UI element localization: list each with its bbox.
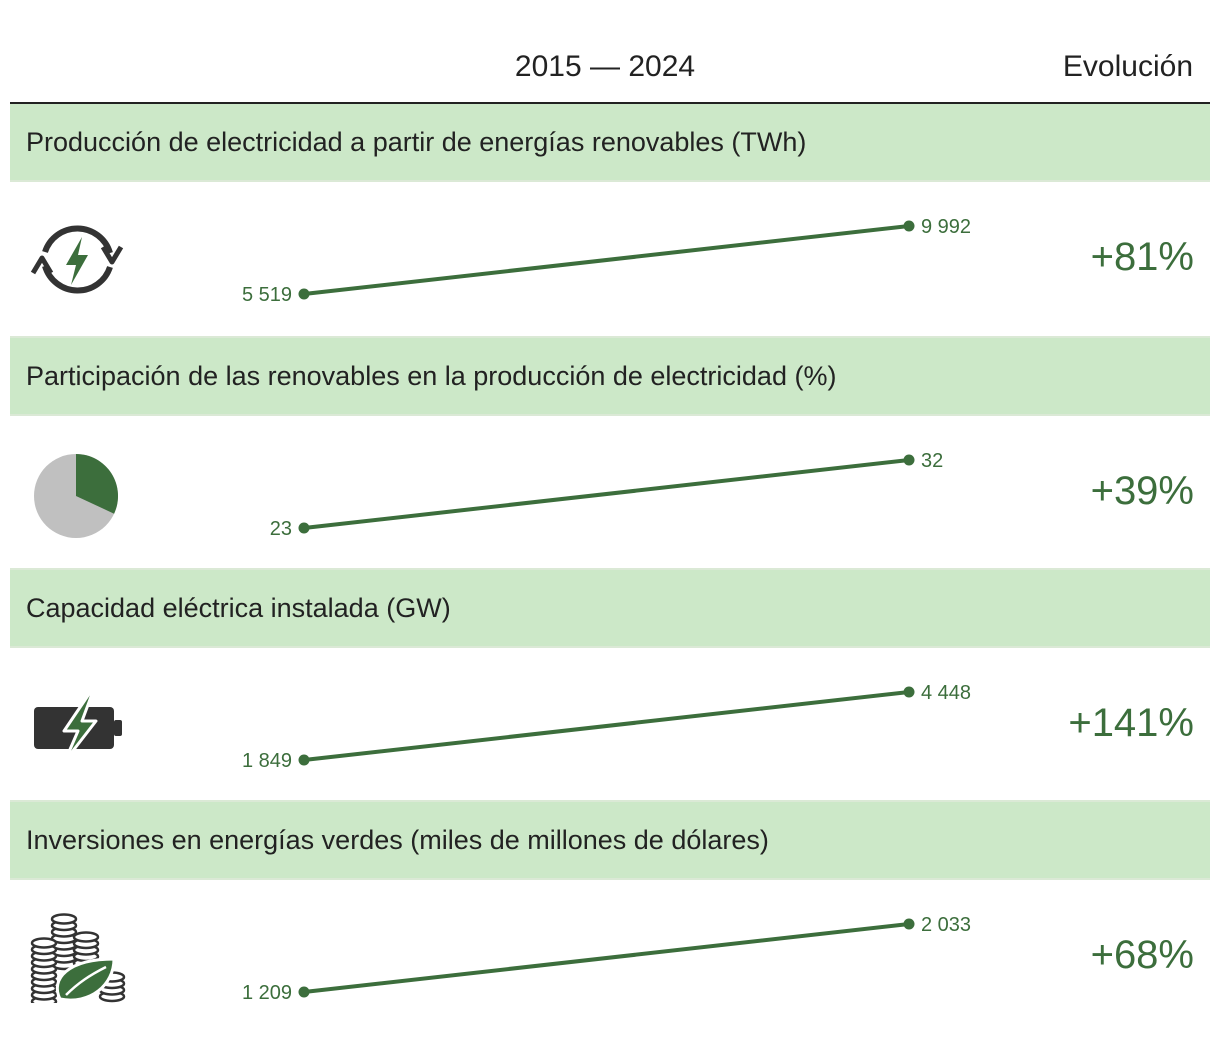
header-period: 2015 — 2024 [514,50,696,83]
coins-leaf-icon [30,913,126,1003]
point-2015 [298,522,310,534]
evolution-percent: +39% [1090,469,1194,513]
point-2024 [903,454,915,466]
sparkline: 1 209 2 033 [242,914,971,1004]
data-label-2015: 1 849 [242,750,292,772]
panel-row: 23 32 +39% [10,416,1210,570]
series-line [302,458,911,530]
series-line [302,224,911,296]
coin [72,931,100,943]
row-divider [10,336,1210,338]
panel-title-band: Inversiones en energías verdes (miles de… [10,802,1210,880]
data-label-2015: 5 519 [242,284,292,306]
data-label-2015: 1 209 [242,982,292,1004]
point-2024 [903,686,915,698]
panel-row: 1 209 2 033 +68% [10,880,1210,1034]
header-evolution: Evolución [1062,50,1193,83]
panel-row: 1 849 4 448 +141% [10,648,1210,802]
evolution-percent: +81% [1090,235,1194,279]
evolution-percent: +141% [1068,701,1194,745]
row-divider [10,568,1210,570]
panel-title-band: Producción de electricidad a partir de e… [10,104,1210,182]
coin [50,913,78,925]
panel-title-band: Participación de las renovables en la pr… [10,338,1210,416]
header-rule [10,102,1210,104]
point-2015 [298,986,310,998]
point-2024 [903,918,915,930]
row-divider [10,800,1210,802]
evolution-percent: +68% [1090,933,1194,977]
renewable-cycle-bolt-icon [30,225,124,294]
data-label-2024: 4 448 [921,682,971,704]
pie-share-icon [34,454,119,538]
battery-bolt-icon [34,692,122,763]
point-2015 [298,288,310,300]
panel-title: Participación de las renovables en la pr… [26,361,837,391]
data-label-2015: 23 [270,518,292,540]
sparkline: 5 519 9 992 [242,216,971,306]
point-2015 [298,754,310,766]
series-line [302,922,911,994]
sparkline: 1 849 4 448 [242,682,971,772]
panel-title: Inversiones en energías verdes (miles de… [26,825,769,855]
sparkline: 23 32 [270,450,944,540]
data-label-2024: 2 033 [921,914,971,936]
data-label-2024: 9 992 [921,216,971,238]
series-line [302,690,911,762]
panel-title: Capacidad eléctrica instalada (GW) [26,593,451,623]
point-2024 [903,220,915,232]
panel-title: Producción de electricidad a partir de e… [26,127,807,157]
data-label-2024: 32 [921,450,943,472]
panel-row: 5 519 9 992 +81% [10,182,1210,336]
coin [30,937,58,949]
panel-title-band: Capacidad eléctrica instalada (GW) [10,570,1210,648]
